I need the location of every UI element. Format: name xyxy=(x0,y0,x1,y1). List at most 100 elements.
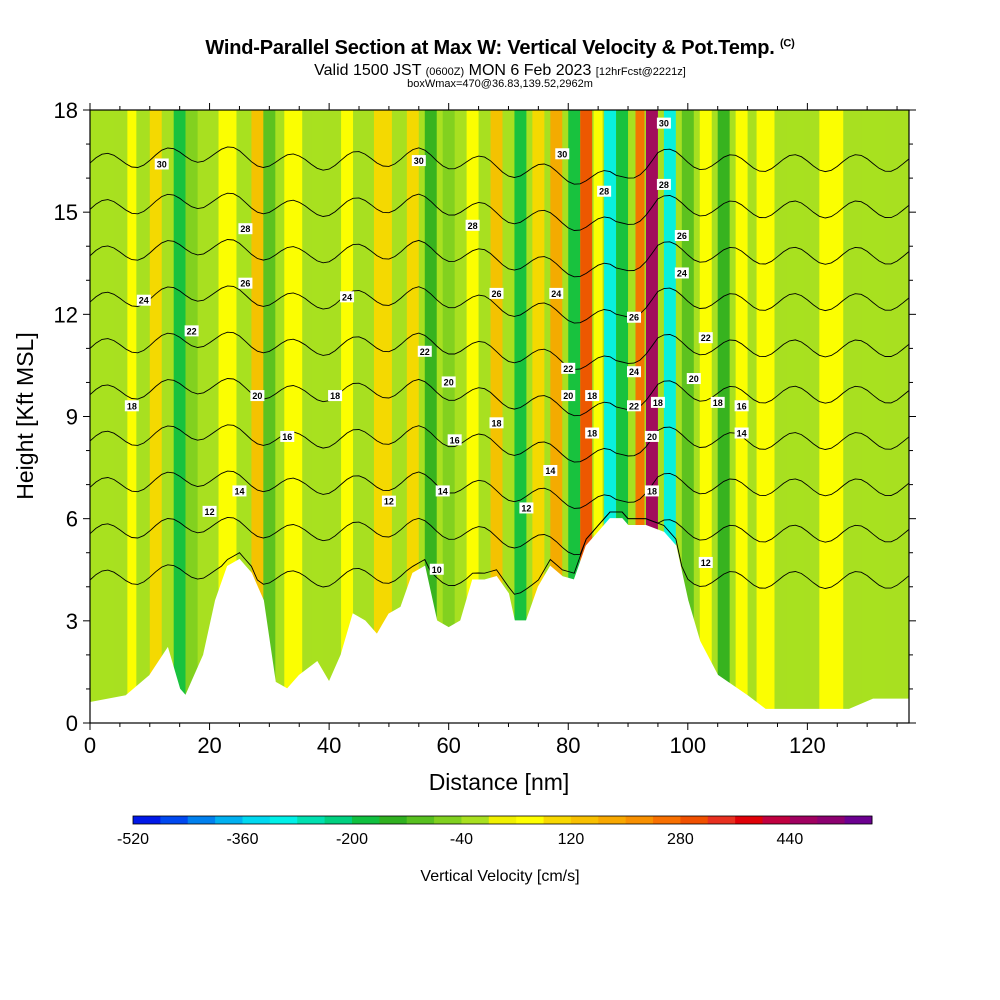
contour-label-bg xyxy=(202,505,217,517)
contour-label-text: 24 xyxy=(139,296,149,306)
contour-label-text: 20 xyxy=(689,374,699,384)
colorbar-swatch xyxy=(598,816,627,824)
contour-label: 14 xyxy=(543,464,558,476)
w-column xyxy=(645,110,658,723)
terrain-mask xyxy=(90,518,909,723)
colorbar-swatch xyxy=(762,816,791,824)
w-column xyxy=(284,110,303,723)
x-tick-label: 0 xyxy=(84,733,96,758)
contour-label: 12 xyxy=(698,556,713,568)
contour-label-bg xyxy=(644,485,659,497)
theta-contour xyxy=(90,511,909,556)
contour-label-bg xyxy=(238,277,253,289)
w-column xyxy=(532,110,545,723)
theta-contour xyxy=(90,239,909,278)
contour-label-text: 18 xyxy=(713,398,723,408)
contour-label: 12 xyxy=(202,505,217,517)
contour-label-text: 18 xyxy=(587,429,597,439)
contour-label: 16 xyxy=(280,430,295,442)
w-column xyxy=(861,110,886,723)
contour-labels: 30 30 30 30 28 28 28 28 26 26 26 24 24 24 24 22 22 22 22 20… xyxy=(124,117,749,575)
w-column xyxy=(616,110,629,723)
contour-label-text: 26 xyxy=(492,289,502,299)
contour-label: 24 xyxy=(136,294,151,306)
w-column xyxy=(239,110,252,723)
chart-title-mark: (C) xyxy=(779,37,795,50)
contour-label-text: 12 xyxy=(701,558,711,568)
contour-label-text: 30 xyxy=(414,156,424,166)
colorbar-tick-label: -360 xyxy=(226,831,258,848)
contour-label-bg xyxy=(340,291,355,303)
y-tick-label: 9 xyxy=(66,405,78,430)
contour-label: 10 xyxy=(429,563,444,575)
colorbar-swatch xyxy=(379,816,408,824)
w-column xyxy=(490,110,503,723)
valid-utc: (0600Z) xyxy=(425,66,465,78)
w-column xyxy=(90,110,114,723)
contour-label-bg xyxy=(656,117,671,129)
contour-label-bg xyxy=(381,495,396,507)
chart-title-text: Wind-Parallel Section at Max W: Vertical… xyxy=(205,37,775,59)
w-column xyxy=(681,110,694,723)
axes: 0 20 40 60 80 100 120 0 3 6 9 12 15 18 xyxy=(54,98,916,758)
contour-label-text: 22 xyxy=(563,364,573,374)
contour-label: 24 xyxy=(674,267,689,279)
contour-label-bg xyxy=(656,178,671,190)
contour-label-bg xyxy=(154,158,169,170)
w-column xyxy=(514,110,527,723)
contour-label: 22 xyxy=(184,325,199,337)
w-column xyxy=(663,110,676,723)
w-column xyxy=(373,110,392,723)
contour-label: 26 xyxy=(674,230,689,242)
colorbar-swatch xyxy=(406,816,435,824)
contour-label-text: 30 xyxy=(157,159,167,169)
contour-label-bg xyxy=(585,390,600,402)
contour-label-bg xyxy=(644,430,659,442)
contour-label: 18 xyxy=(644,485,659,497)
colorbar-swatch xyxy=(160,816,189,824)
contour-label-bg xyxy=(627,311,642,323)
contour-label-bg xyxy=(465,219,480,231)
contour-label: 20 xyxy=(250,390,265,402)
theta-contour xyxy=(90,470,909,509)
theta-contours xyxy=(90,146,909,595)
contour-label-text: 18 xyxy=(653,398,663,408)
x-tick-label: 40 xyxy=(317,733,341,758)
contour-label: 18 xyxy=(650,396,665,408)
contour-label-text: 14 xyxy=(545,466,555,476)
contour-label-text: 30 xyxy=(557,149,567,159)
w-column xyxy=(341,110,354,723)
contour-label-text: 24 xyxy=(677,268,687,278)
contour-label: 18 xyxy=(585,427,600,439)
contour-label: 14 xyxy=(435,485,450,497)
w-column xyxy=(593,110,603,723)
x-tick-label: 60 xyxy=(436,733,460,758)
colorbar-swatch xyxy=(844,816,873,824)
contour-label: 18 xyxy=(328,390,343,402)
w-column xyxy=(311,110,324,723)
contour-label-bg xyxy=(280,430,295,442)
x-tick-label: 120 xyxy=(789,733,826,758)
contour-label-text: 28 xyxy=(659,180,669,190)
contour-label-bg xyxy=(561,390,576,402)
contour-label-text: 16 xyxy=(737,401,747,411)
theta-contour xyxy=(90,424,909,463)
contour-label: 30 xyxy=(154,158,169,170)
contour-label-bg xyxy=(238,223,253,235)
contour-label-bg xyxy=(489,417,504,429)
contour-label: 24 xyxy=(627,366,642,378)
y-tick-label: 15 xyxy=(54,200,78,225)
colorbar-swatch xyxy=(680,816,709,824)
colorbar-tick-label: -200 xyxy=(336,831,368,848)
contour-label: 28 xyxy=(597,185,612,197)
contour-label-text: 22 xyxy=(187,326,197,336)
w-column xyxy=(466,110,479,723)
contour-label-bg xyxy=(650,396,665,408)
colorbar-swatch xyxy=(789,816,818,824)
contour-label-bg xyxy=(124,400,139,412)
valid-time-line: Valid 1500 JST (0600Z) MON 6 Feb 2023 [1… xyxy=(0,62,1000,80)
theta-contour xyxy=(90,511,909,595)
contour-label: 26 xyxy=(489,287,504,299)
contour-label-text: 16 xyxy=(282,432,292,442)
contour-label: 22 xyxy=(417,345,432,357)
